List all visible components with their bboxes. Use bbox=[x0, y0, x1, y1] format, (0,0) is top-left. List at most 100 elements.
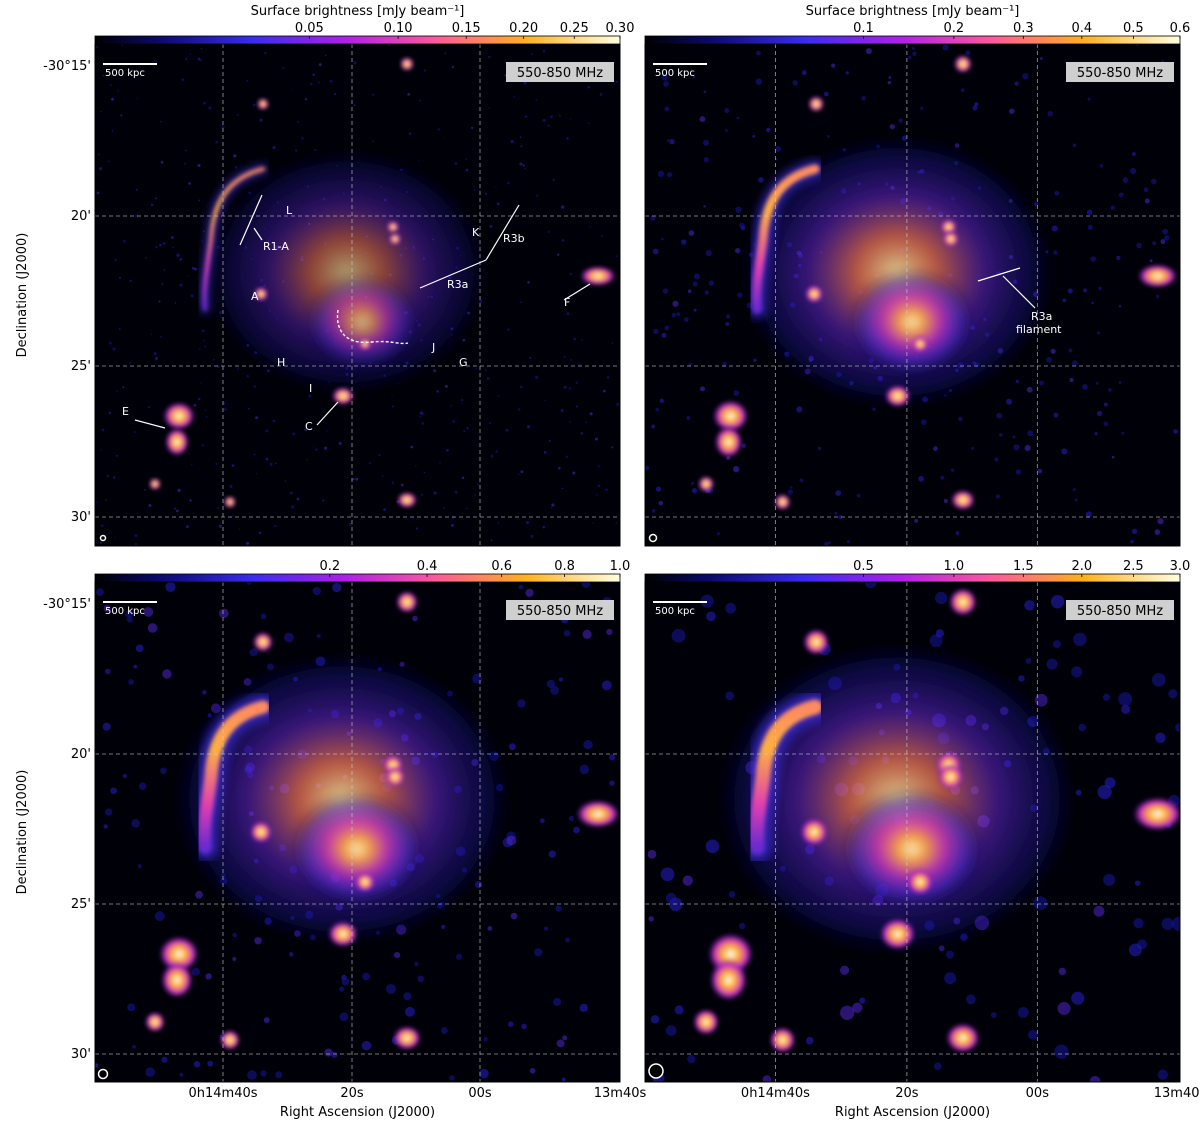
radio-source bbox=[165, 428, 189, 456]
colorbar-tick-label: 0.5 bbox=[1123, 21, 1144, 36]
annotation-line bbox=[134, 419, 166, 429]
annotation-label: A bbox=[251, 290, 259, 303]
annotation-label: I bbox=[309, 382, 312, 395]
colorbar-tick-label: 0.2 bbox=[944, 21, 965, 36]
cluster-halo bbox=[203, 147, 491, 397]
radio-source bbox=[149, 478, 161, 490]
annotation-label: G bbox=[459, 356, 468, 369]
annotation-line bbox=[1002, 275, 1036, 309]
radio-source bbox=[774, 494, 791, 510]
radio-source bbox=[693, 1009, 720, 1035]
radio-source bbox=[948, 588, 977, 616]
radio-source bbox=[393, 1026, 421, 1050]
scale-bar-label: 500 kpc bbox=[655, 606, 695, 617]
radio-source bbox=[385, 767, 405, 787]
halo-core bbox=[289, 792, 425, 906]
radio-source bbox=[224, 496, 236, 508]
radio-source bbox=[145, 1012, 165, 1032]
annotation-label: filament bbox=[1016, 323, 1062, 336]
band-box bbox=[1066, 600, 1174, 620]
beam-marker bbox=[648, 1063, 664, 1079]
ra-tick-label: 00s bbox=[468, 1086, 492, 1101]
colorbar-tick-label: 0.2 bbox=[319, 559, 340, 574]
colorbar bbox=[94, 35, 621, 45]
radio-source bbox=[709, 959, 748, 1001]
radio-source bbox=[328, 921, 358, 947]
annotation-label: L bbox=[286, 204, 293, 217]
panel-tr: 0.1 0.2 0.3 0.4 0.5 0.6 Surface brightness [mJ… bbox=[644, 4, 1191, 547]
dec-tick-label: -30°15' bbox=[43, 597, 91, 612]
colorbar bbox=[94, 573, 621, 583]
panel-br: 0.5 1.0 1.5 2.0 2.5 3.0 550-850 MHz 500 kpc 0h14… bbox=[644, 559, 1200, 1120]
band-box bbox=[506, 62, 614, 82]
radio-source bbox=[805, 285, 824, 303]
radio-source bbox=[1137, 264, 1178, 288]
radio-source bbox=[808, 96, 825, 112]
annotation-line bbox=[485, 204, 520, 261]
dec-tick-label: -30°15' bbox=[43, 59, 91, 74]
colorbar-tick-label: 0.5 bbox=[853, 559, 874, 574]
radio-image bbox=[95, 582, 620, 1082]
radio-source bbox=[884, 385, 911, 407]
radio-source bbox=[907, 869, 934, 895]
annotation-line bbox=[977, 267, 1021, 282]
annotation-line bbox=[253, 227, 263, 241]
band-box bbox=[506, 600, 614, 620]
scale-bar-label: 500 kpc bbox=[105, 606, 145, 617]
radio-source bbox=[953, 55, 972, 73]
colorbar-tick-label: 2.0 bbox=[1071, 559, 1092, 574]
radio-source bbox=[163, 402, 195, 430]
radio-source bbox=[161, 962, 193, 998]
radio-source bbox=[396, 591, 418, 613]
dec-tick-label: 25' bbox=[71, 897, 91, 912]
x-axis-label: Right Ascension (J2000) bbox=[280, 1105, 435, 1120]
colorbar-tick-label: 1.5 bbox=[1013, 559, 1034, 574]
radio-source bbox=[220, 1030, 240, 1050]
radio-source bbox=[803, 629, 830, 655]
annotation-line bbox=[563, 283, 591, 301]
colorbar-tick-label: 0.1 bbox=[853, 21, 874, 36]
ra-tick-label: 20s bbox=[895, 1086, 919, 1101]
ra-tick-label: 13m40s bbox=[1154, 1086, 1200, 1101]
x-axis-label: Right Ascension (J2000) bbox=[835, 1105, 990, 1120]
radio-source bbox=[576, 800, 620, 828]
colorbar-tick-label: 1.0 bbox=[610, 559, 631, 574]
band-label: 550-850 MHz bbox=[517, 66, 603, 81]
band-label: 550-850 MHz bbox=[1077, 66, 1163, 81]
annotation-label: C bbox=[305, 420, 313, 433]
colorbar-tick-label: 1.0 bbox=[944, 559, 965, 574]
colorbar-tick-label: 0.20 bbox=[509, 21, 538, 36]
colorbar-tick-label: 0.6 bbox=[1170, 21, 1191, 36]
radio-source bbox=[800, 818, 829, 846]
scale-bar-label: 500 kpc bbox=[105, 68, 145, 79]
colorbar-tick-label: 0.15 bbox=[452, 21, 481, 36]
annotation-label: E bbox=[122, 405, 129, 418]
annotation-label: K bbox=[472, 226, 480, 239]
colorbar-tick-label: 2.5 bbox=[1123, 559, 1144, 574]
relic-r1 bbox=[749, 699, 823, 855]
radio-source bbox=[945, 1023, 980, 1053]
colorbar-label: Surface brightness [mJy beam⁻¹] bbox=[251, 4, 465, 19]
annotation-label: H bbox=[277, 356, 285, 369]
radio-source bbox=[912, 336, 929, 352]
colorbar-tick-label: 0.10 bbox=[384, 21, 413, 36]
relic-r1 bbox=[752, 164, 820, 314]
radio-source bbox=[387, 221, 399, 233]
y-axis-label: Declination (J2000) bbox=[15, 770, 30, 895]
radio-image bbox=[95, 44, 620, 546]
relic-r1 bbox=[202, 167, 265, 311]
colorbar-tick-label: 0.05 bbox=[295, 21, 324, 36]
panel-bl: 0.2 0.4 0.6 0.8 1.0 550-850 MHz 500 kpc -30°15'… bbox=[15, 559, 646, 1120]
radio-source bbox=[942, 231, 959, 247]
radio-source bbox=[397, 492, 417, 508]
beam-marker bbox=[97, 1068, 109, 1080]
annotation-line bbox=[239, 194, 263, 246]
y-axis-label: Declination (J2000) bbox=[15, 233, 30, 358]
colorbar-tick-label: 0.3 bbox=[1013, 21, 1034, 36]
ra-tick-label: 0h14m40s bbox=[741, 1086, 810, 1101]
dec-tick-label: 20' bbox=[71, 747, 91, 762]
radio-source bbox=[950, 490, 975, 510]
radio-source bbox=[355, 872, 375, 892]
scale-bar-label: 500 kpc bbox=[655, 68, 695, 79]
